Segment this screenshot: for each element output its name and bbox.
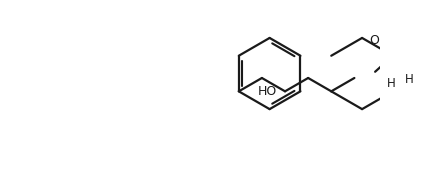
Text: O: O [368, 34, 378, 47]
Text: HO: HO [258, 86, 277, 99]
Text: H: H [404, 73, 413, 86]
Text: H: H [386, 77, 394, 90]
Polygon shape [388, 56, 392, 70]
Text: O: O [425, 91, 426, 104]
